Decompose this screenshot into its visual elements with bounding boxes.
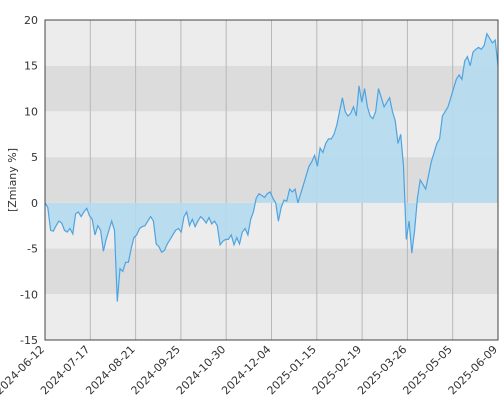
y-tick-label: 20 [24, 14, 38, 27]
y-tick-label: -10 [20, 288, 38, 301]
plot-frame [44, 19, 499, 341]
plot-border [44, 19, 499, 341]
y-tick-label: 0 [31, 197, 38, 210]
x-axis-ticks: 2024-06-122024-07-172024-08-212024-09-25… [0, 343, 500, 397]
y-tick-label: 15 [24, 60, 38, 73]
y-axis-ticks: 20 15 10 5 0 -5 -10 -15 [20, 14, 38, 347]
series-line [44, 32, 499, 302]
y-tick-label: -15 [20, 334, 38, 347]
area-series [44, 32, 499, 302]
area-fill [45, 33, 498, 302]
y-tick-label: 5 [31, 151, 38, 164]
x-tick-label: 2025-06-09 [446, 343, 500, 397]
y-tick-label: 10 [24, 105, 38, 118]
y-tick-label: -5 [27, 243, 38, 256]
y-axis-label: [Zmiany %] [6, 148, 19, 212]
